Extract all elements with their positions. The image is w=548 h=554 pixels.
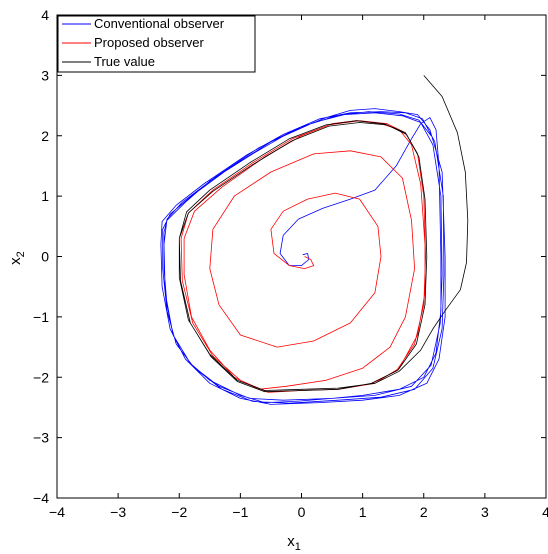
series-line-1 xyxy=(160,108,446,405)
y-tick-label: −1 xyxy=(33,309,49,325)
legend-label-proposed: Proposed observer xyxy=(94,35,205,50)
plot-area xyxy=(57,15,546,498)
y-tick-label: 3 xyxy=(41,67,49,83)
x-axis-label-sub: 1 xyxy=(295,541,301,553)
x-tick-label: −3 xyxy=(110,504,126,520)
x-axis-label-main: x xyxy=(287,533,295,550)
y-tick-label: 0 xyxy=(41,249,49,265)
legend: Conventional observer Proposed observer … xyxy=(57,15,256,73)
y-tick-label: −4 xyxy=(33,490,49,506)
legend-label-conventional: Conventional observer xyxy=(94,16,225,31)
series-group xyxy=(160,75,469,405)
series-line-3 xyxy=(178,75,469,393)
legend-box xyxy=(57,15,256,73)
y-tick-label: 2 xyxy=(41,128,49,144)
x-tick-label: −4 xyxy=(49,504,65,520)
x-tick-label: 4 xyxy=(542,504,548,520)
y-tick-label: 4 xyxy=(41,7,49,23)
y-axis-label: x2 xyxy=(7,251,27,265)
y-axis-label-main: x xyxy=(7,257,24,265)
x-tick-label: −2 xyxy=(171,504,187,520)
x-tick-label: 3 xyxy=(481,504,489,520)
x-tick-label: −1 xyxy=(232,504,248,520)
x-tick-label: 0 xyxy=(298,504,306,520)
x-tick-label: 1 xyxy=(359,504,367,520)
x-tick-label: 2 xyxy=(420,504,428,520)
series-line-2 xyxy=(180,120,426,393)
y-tick-label: −2 xyxy=(33,369,49,385)
y-axis-label-sub: 2 xyxy=(15,251,27,257)
ticks-group: −4 −3 −2 −1 0 1 2 3 4 −4 −3 −2 −1 0 1 2 3 4 xyxy=(33,7,548,520)
x-axis-label: x1 xyxy=(287,533,301,553)
legend-label-true: True value xyxy=(94,54,155,69)
y-tick-label: 1 xyxy=(41,188,49,204)
y-tick-label: −3 xyxy=(33,430,49,446)
